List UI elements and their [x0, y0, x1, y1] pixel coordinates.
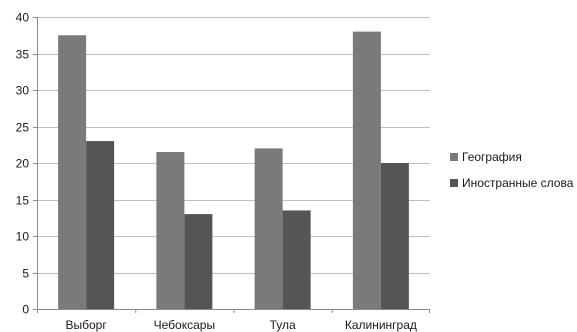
y-tick-label: 20: [16, 157, 30, 171]
y-axis: 0 5 10 15 20 25 30 35 40: [16, 11, 38, 317]
legend-label: География: [462, 150, 522, 164]
x-tick-label: Калининград: [345, 318, 417, 332]
x-tick-label: Чебоксары: [154, 318, 215, 332]
bar-geografiya-3: [352, 31, 381, 309]
legend-swatch: [450, 153, 458, 161]
y-tick-label: 25: [16, 121, 30, 135]
y-tick-label: 0: [22, 303, 29, 317]
y-tick-label: 15: [16, 194, 30, 208]
legend: География Иностранные слова: [450, 150, 574, 190]
x-tick-label: Тула: [270, 318, 296, 332]
bar-inostrannye-slova-1: [184, 214, 213, 309]
bar-inostrannye-slova-3: [380, 163, 409, 309]
legend-label: Иностранные слова: [462, 176, 574, 190]
bar-geografiya-0: [58, 35, 87, 309]
y-tick-label: 35: [16, 48, 30, 62]
bar-inostrannye-slova-0: [86, 141, 115, 309]
legend-swatch: [450, 179, 458, 187]
y-tick-label: 10: [16, 230, 30, 244]
x-tick-label: Выборг: [66, 318, 108, 332]
bar-geografiya-2: [254, 148, 283, 309]
y-tick-label: 40: [16, 11, 30, 25]
x-axis: Выборг Чебоксары Тула Калининград: [37, 309, 430, 332]
bar-inostrannye-slova-2: [282, 210, 311, 309]
y-tick-label: 5: [22, 267, 29, 281]
bars: [58, 31, 409, 309]
bar-geografiya-1: [156, 152, 185, 309]
y-tick-label: 30: [16, 84, 30, 98]
